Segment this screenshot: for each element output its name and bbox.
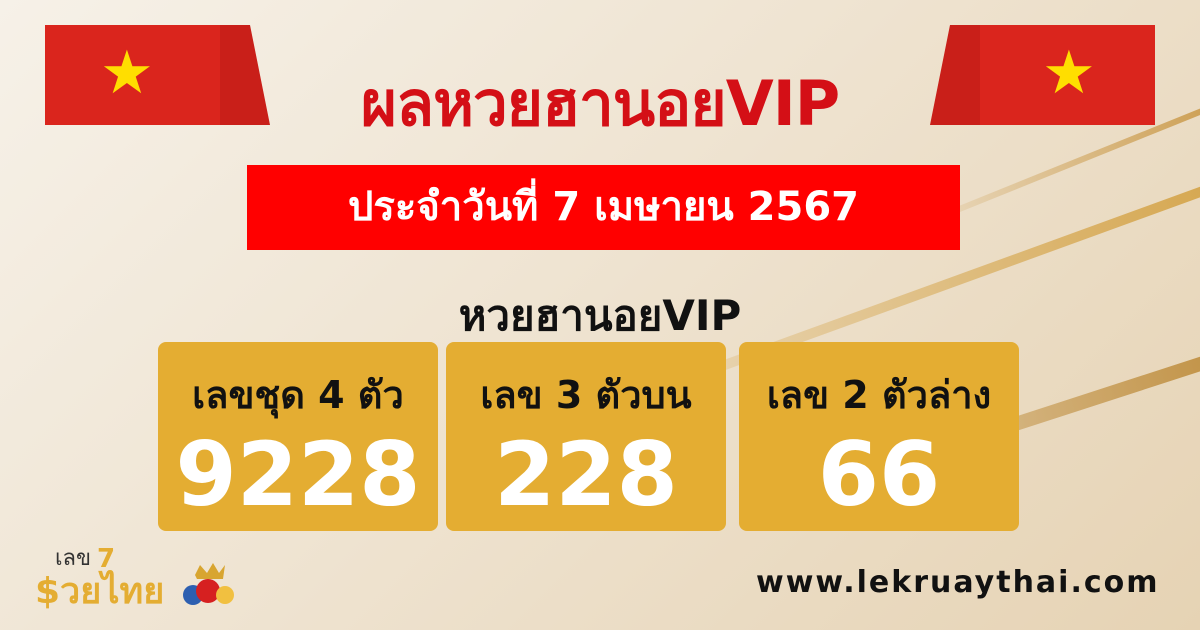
result-value: 9228 <box>175 423 421 526</box>
result-box-3top: เลข 3 ตัวบน 228 <box>446 342 726 531</box>
star-icon: ★ <box>1042 38 1096 108</box>
result-value: 228 <box>494 423 678 526</box>
result-label: เลขชุด 4 ตัว <box>192 373 404 417</box>
website-url: www.lekruaythai.com <box>756 565 1160 600</box>
page-title: ผลหวยฮานอยVIP <box>360 67 840 140</box>
svg-text:$วยไทย: $วยไทย <box>35 569 164 612</box>
subtitle: หวยฮานอยVIP <box>458 291 742 340</box>
result-label: เลข 2 ตัวล่าง <box>766 373 992 417</box>
logo: เลข 7 $วยไทย <box>35 544 235 625</box>
date-banner: ประจำวันที่ 7 เมษายน 2567 <box>247 165 960 250</box>
svg-text:7: 7 <box>97 545 115 574</box>
star-icon: ★ <box>100 38 154 108</box>
result-value: 66 <box>817 423 941 526</box>
result-box-4digit: เลขชุด 4 ตัว 9228 <box>158 342 438 531</box>
result-box-2bottom: เลข 2 ตัวล่าง 66 <box>739 342 1019 531</box>
result-label: เลข 3 ตัวบน <box>480 373 692 417</box>
svg-text:เลข: เลข <box>55 546 91 571</box>
